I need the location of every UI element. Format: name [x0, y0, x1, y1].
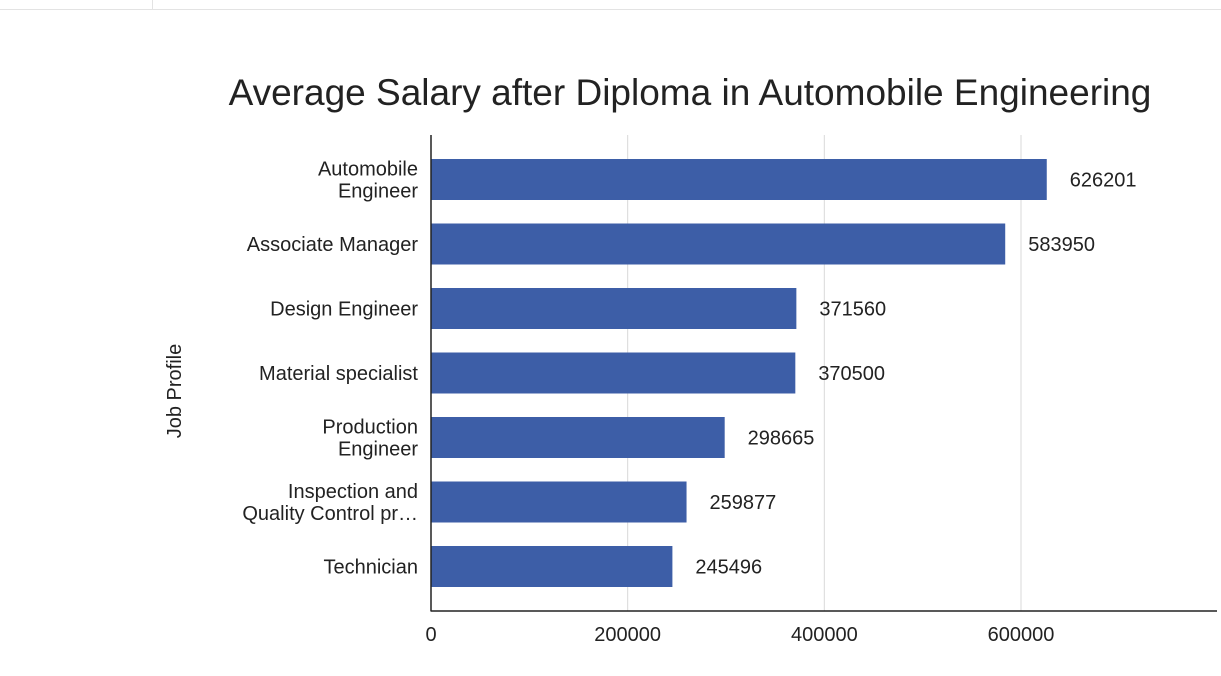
x-tick-label: 400000	[791, 624, 858, 646]
bar	[431, 417, 725, 458]
x-tick-label: 200000	[594, 624, 661, 646]
category-label: Engineer	[338, 181, 418, 203]
category-label: Design Engineer	[270, 299, 418, 321]
bar-value-label: 371560	[819, 299, 886, 321]
labels: 0 200000 400000 600000626201AutomobileEngin…	[242, 159, 1136, 647]
bar-value-label: 626201	[1070, 170, 1137, 192]
x-tick-label: 600000	[988, 624, 1055, 646]
chart-title: Average Salary after Diploma in Automobi…	[229, 72, 1152, 113]
category-label: Automobile	[318, 159, 418, 181]
category-label: Inspection and	[288, 481, 418, 503]
category-label: Associate Manager	[247, 234, 419, 256]
category-label: Material specialist	[259, 363, 418, 385]
top-bar	[0, 0, 1221, 10]
y-axis-label: Job Profile	[164, 344, 186, 439]
axes	[430, 135, 1217, 612]
category-label: Technician	[323, 557, 418, 579]
bar-value-label: 298665	[748, 428, 815, 450]
bars	[431, 159, 1047, 587]
bar-value-label: 583950	[1028, 234, 1095, 256]
bar	[431, 546, 673, 587]
bar	[431, 481, 687, 523]
bar-value-label: 245496	[695, 557, 762, 579]
x-tick-label: 0	[425, 624, 436, 646]
category-label: Production	[322, 417, 418, 439]
bar	[431, 352, 796, 394]
category-label: Quality Control pr…	[242, 503, 418, 525]
bar-value-label: 259877	[710, 492, 777, 514]
bar	[431, 159, 1047, 200]
category-label: Engineer	[338, 439, 418, 461]
tab-separator	[152, 0, 153, 10]
bar-value-label: 370500	[818, 363, 885, 385]
bar	[431, 288, 797, 329]
bar	[431, 223, 1006, 265]
